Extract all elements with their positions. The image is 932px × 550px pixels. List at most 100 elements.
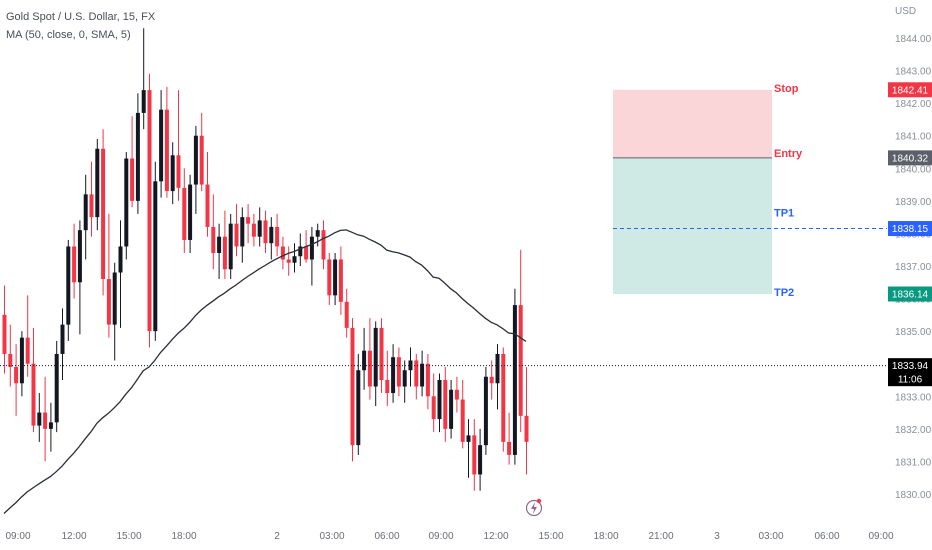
- candle-body: [170, 155, 175, 192]
- candle: [437, 373, 442, 433]
- candle: [478, 428, 483, 491]
- candle: [408, 347, 413, 387]
- candle: [367, 318, 372, 400]
- x-tick-label: 06:00: [374, 531, 399, 542]
- candle-body: [344, 301, 349, 328]
- candle-body: [234, 223, 239, 247]
- y-tick-label: 1841.00: [895, 132, 932, 143]
- lightning-icon[interactable]: [525, 498, 543, 517]
- candle: [269, 217, 274, 260]
- candle: [507, 412, 512, 465]
- candle-body: [83, 194, 88, 231]
- candle-body: [501, 353, 506, 442]
- candle-body: [379, 327, 384, 380]
- candle: [495, 344, 500, 410]
- candle: [431, 373, 436, 433]
- candle-body: [182, 187, 187, 240]
- candle: [217, 223, 222, 280]
- candle-body: [431, 396, 436, 420]
- candle-body: [89, 194, 94, 218]
- candle-body: [141, 90, 146, 113]
- candle-body: [362, 350, 367, 371]
- candle: [373, 321, 378, 407]
- candle: [124, 152, 129, 260]
- candle-body: [130, 158, 135, 201]
- entry-price-tag-bg: [888, 150, 932, 166]
- candle-body: [333, 259, 338, 296]
- candle: [43, 376, 48, 462]
- candle: [483, 366, 488, 455]
- candle: [391, 344, 396, 403]
- x-tick-label: 15:00: [116, 531, 141, 542]
- candle-body: [292, 256, 297, 263]
- candle-body: [228, 223, 233, 270]
- time-axis[interactable]: 09:00 12:00 15:00 18:00 2 03:00 06:00 09:00 12:0…: [5, 531, 893, 542]
- candle-body: [48, 422, 53, 429]
- candle-body: [118, 246, 123, 273]
- candle: [205, 152, 210, 237]
- candle-body: [507, 441, 512, 455]
- candle-body: [153, 181, 158, 332]
- candle-body: [54, 353, 59, 423]
- entry-label: Entry: [774, 148, 803, 160]
- tp2-price-tag-bg: [888, 286, 932, 302]
- candle: [402, 360, 407, 403]
- candle-body: [356, 370, 361, 446]
- symbol-title[interactable]: Gold Spot / U.S. Dollar, 15, FX: [6, 11, 156, 23]
- candle: [449, 380, 454, 439]
- candle: [130, 116, 135, 208]
- candle-body: [43, 412, 48, 429]
- candle-body: [472, 435, 477, 475]
- candle: [333, 252, 338, 306]
- candle: [48, 402, 53, 452]
- candle-body: [72, 246, 77, 283]
- x-tick-label: 12:00: [483, 531, 508, 542]
- candle: [240, 207, 245, 263]
- candle: [501, 347, 506, 452]
- indicator-label[interactable]: MA (50, close, 0, SMA, 5): [6, 29, 131, 41]
- candle: [263, 210, 268, 253]
- candle-body: [275, 226, 280, 247]
- candle: [101, 129, 106, 296]
- chart-legend: Gold Spot / U.S. Dollar, 15, FX MA (50, …: [6, 8, 155, 44]
- candle-body: [518, 305, 523, 416]
- candle-body: [199, 135, 204, 185]
- candle: [472, 419, 477, 491]
- candle: [199, 112, 204, 192]
- tp1-price-tag: 1838.15: [892, 224, 929, 235]
- y-tick-label: 1831.00: [895, 457, 932, 468]
- candle: [379, 318, 384, 394]
- price-axis[interactable]: 1830.001831.001832.001833.001834.001835.…: [895, 34, 932, 501]
- candle-body: [443, 380, 448, 429]
- candle-body: [106, 279, 111, 325]
- candle: [280, 236, 285, 270]
- candle-body: [478, 445, 483, 475]
- current-price-tag: 1833.94: [892, 361, 929, 372]
- candle: [72, 223, 77, 299]
- candle: [89, 161, 94, 237]
- candle: [118, 220, 123, 328]
- candle: [460, 380, 465, 449]
- candle-body: [449, 389, 454, 429]
- candle-body: [222, 236, 227, 270]
- candle-body: [37, 412, 42, 426]
- candle-body: [217, 236, 222, 253]
- x-tick-label: 09:00: [5, 531, 30, 542]
- candle: [2, 285, 7, 374]
- candle: [182, 168, 187, 253]
- candle: [420, 350, 425, 397]
- x-tick-label: 09:00: [868, 531, 893, 542]
- candle-body: [385, 380, 390, 394]
- candle: [309, 226, 314, 286]
- candle: [193, 125, 198, 214]
- horizontal-lines: [0, 228, 887, 367]
- candle: [385, 350, 390, 407]
- stop-zone: [613, 89, 772, 158]
- position-zones: Stop Entry TP1 TP2: [613, 83, 803, 299]
- candle-body: [66, 246, 71, 325]
- candle-body: [257, 220, 262, 237]
- candle: [356, 353, 361, 455]
- candle-body: [124, 158, 129, 247]
- candle-body: [135, 112, 140, 201]
